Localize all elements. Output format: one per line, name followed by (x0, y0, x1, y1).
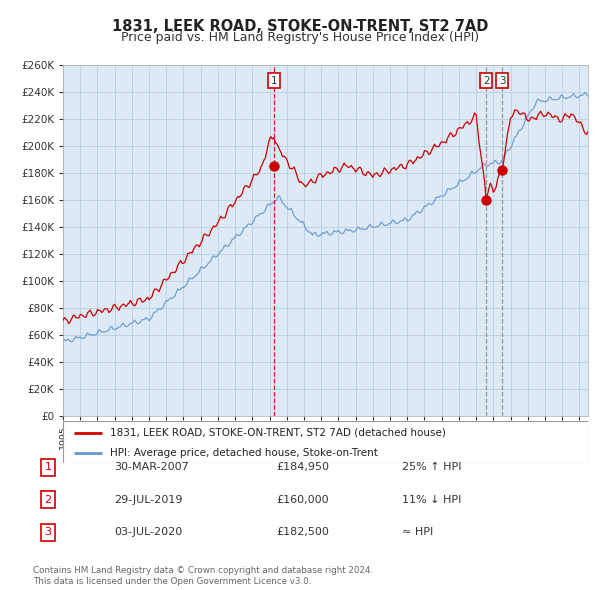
Text: 30-MAR-2007: 30-MAR-2007 (114, 463, 189, 472)
Text: 11% ↓ HPI: 11% ↓ HPI (402, 495, 461, 504)
Text: 3: 3 (499, 76, 505, 86)
Text: ≈ HPI: ≈ HPI (402, 527, 433, 537)
Text: 3: 3 (44, 527, 52, 537)
Text: 1: 1 (44, 463, 52, 472)
Text: £182,500: £182,500 (276, 527, 329, 537)
Text: This data is licensed under the Open Government Licence v3.0.: This data is licensed under the Open Gov… (33, 577, 311, 586)
Text: 29-JUL-2019: 29-JUL-2019 (114, 495, 182, 504)
Text: 1: 1 (271, 76, 277, 86)
Text: 1831, LEEK ROAD, STOKE-ON-TRENT, ST2 7AD: 1831, LEEK ROAD, STOKE-ON-TRENT, ST2 7AD (112, 19, 488, 34)
Text: 2: 2 (44, 495, 52, 504)
Text: Price paid vs. HM Land Registry's House Price Index (HPI): Price paid vs. HM Land Registry's House … (121, 31, 479, 44)
Text: 03-JUL-2020: 03-JUL-2020 (114, 527, 182, 537)
Text: HPI: Average price, detached house, Stoke-on-Trent: HPI: Average price, detached house, Stok… (110, 448, 378, 457)
Text: £184,950: £184,950 (276, 463, 329, 472)
Text: £160,000: £160,000 (276, 495, 329, 504)
Text: Contains HM Land Registry data © Crown copyright and database right 2024.: Contains HM Land Registry data © Crown c… (33, 566, 373, 575)
Text: 1831, LEEK ROAD, STOKE-ON-TRENT, ST2 7AD (detached house): 1831, LEEK ROAD, STOKE-ON-TRENT, ST2 7AD… (110, 428, 446, 438)
Text: 2: 2 (483, 76, 490, 86)
Text: 25% ↑ HPI: 25% ↑ HPI (402, 463, 461, 472)
